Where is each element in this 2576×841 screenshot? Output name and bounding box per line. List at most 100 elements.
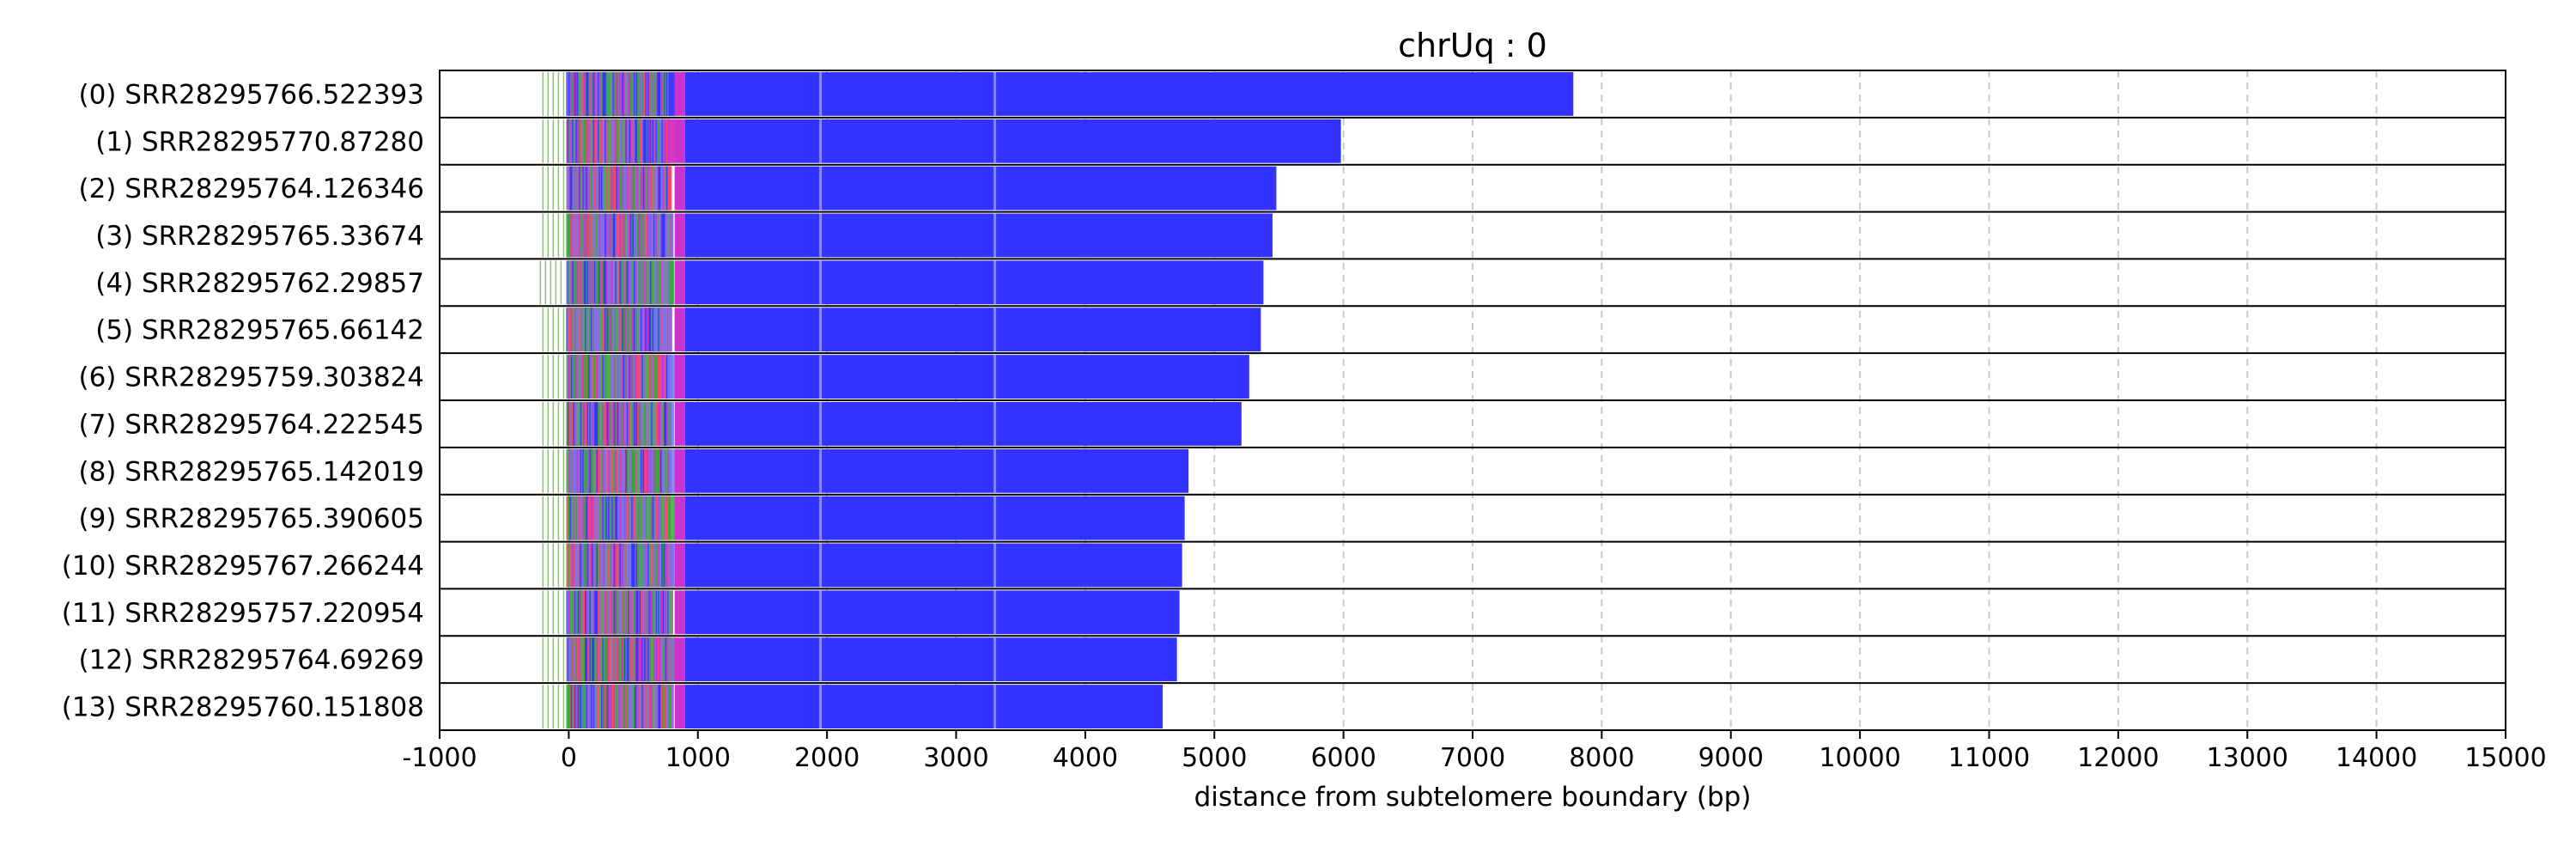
- motif-stripe: [586, 637, 588, 682]
- variant-repeat-block: [674, 355, 685, 399]
- row-label: (12) SRR28295764.69269: [78, 645, 424, 676]
- motif-stripe: [664, 308, 666, 352]
- motif-stripe: [665, 496, 669, 540]
- motif-stripe: [629, 402, 633, 446]
- variant-repeat-block: [674, 166, 685, 210]
- x-tick-label: 10000: [1819, 743, 1900, 773]
- x-tick-label: 11000: [1948, 743, 2030, 773]
- x-tick-label: 8000: [1569, 743, 1634, 773]
- variant-repeat-block: [674, 448, 685, 493]
- x-tick-label: 9000: [1698, 743, 1764, 773]
- motif-stripe: [626, 685, 629, 728]
- motif-stripe: [625, 213, 629, 258]
- variant-repeat-block: [674, 213, 685, 258]
- row-label: (10) SRR28295767.266244: [62, 551, 424, 582]
- motif-stripe: [652, 166, 654, 210]
- motif-stripe: [625, 685, 628, 728]
- motif-stripe: [668, 308, 672, 352]
- telomere-bar: [684, 260, 1264, 305]
- chart-title: chrUq : 0: [1398, 27, 1547, 64]
- motif-stripe: [629, 590, 631, 635]
- motif-stripe: [567, 119, 570, 163]
- x-tick-label: 2000: [794, 743, 860, 773]
- motif-stripe: [668, 496, 676, 540]
- motif-stripe: [668, 119, 676, 163]
- motif-stripe: [573, 637, 576, 682]
- telomere-bar: [684, 448, 1189, 493]
- variant-repeat-block: [674, 72, 685, 116]
- motif-stripe: [635, 119, 639, 163]
- motif-stripe: [603, 448, 606, 493]
- variant-repeat-block: [674, 308, 685, 352]
- row-label: (0) SRR28295766.522393: [78, 79, 424, 110]
- motif-stripe: [615, 260, 617, 305]
- motif-stripe: [653, 590, 656, 635]
- motif-stripe: [668, 72, 677, 116]
- motif-stripe: [647, 402, 650, 446]
- motif-stripe: [668, 685, 671, 728]
- x-tick-label: 5000: [1182, 743, 1247, 773]
- motif-stripe: [667, 402, 674, 446]
- x-tick-label: 1000: [665, 743, 731, 773]
- motif-stripe: [593, 448, 597, 493]
- motif-stripe: [598, 355, 601, 399]
- telomere-bar: [684, 308, 1261, 352]
- motif-stripe: [592, 213, 595, 258]
- motif-stripe: [568, 590, 571, 635]
- variant-repeat-block: [674, 119, 685, 163]
- motif-stripe: [635, 308, 638, 352]
- motif-stripe: [612, 72, 615, 116]
- motif-stripe: [632, 260, 635, 305]
- telomere-bar: [684, 685, 1163, 728]
- telomere-bar: [684, 590, 1180, 635]
- motif-stripe: [653, 308, 655, 352]
- telomere-bar: [684, 543, 1182, 588]
- telomere-bar: [684, 637, 1177, 682]
- motif-stripe: [605, 685, 608, 728]
- x-tick-label: 7000: [1440, 743, 1505, 773]
- motif-stripe: [605, 496, 607, 540]
- x-tick-label: 3000: [923, 743, 988, 773]
- motif-stripe: [641, 402, 644, 446]
- row-labels: (0) SRR28295766.522393 (1) SRR28295770.87…: [62, 79, 424, 722]
- motif-stripe: [635, 72, 638, 116]
- motif-stripe: [625, 496, 628, 540]
- x-tick-label: 14000: [2336, 743, 2417, 773]
- motif-stripe: [600, 496, 604, 540]
- motif-stripe: [572, 590, 574, 635]
- row-label: (2) SRR28295764.126346: [78, 174, 424, 204]
- row-label: (6) SRR28295759.303824: [78, 363, 424, 393]
- variant-repeat-block: [674, 637, 685, 682]
- row-label: (9) SRR28295765.390605: [78, 503, 424, 534]
- row-label: (13) SRR28295760.151808: [62, 692, 424, 723]
- motif-stripe: [641, 496, 644, 540]
- motif-stripe: [573, 260, 575, 305]
- motif-stripe: [579, 685, 581, 728]
- motif-stripe: [640, 355, 643, 399]
- motif-stripe: [667, 590, 670, 635]
- motif-stripe: [642, 119, 646, 163]
- row-label: (4) SRR28295762.29857: [95, 268, 424, 299]
- motif-stripe: [605, 448, 607, 493]
- motif-stripe: [635, 260, 637, 305]
- motif-stripe: [640, 166, 643, 210]
- telomere-bar: [684, 213, 1273, 258]
- motif-stripe: [654, 260, 657, 305]
- motif-stripe: [586, 685, 589, 728]
- motif-stripe: [577, 496, 580, 540]
- motif-stripe: [658, 260, 660, 305]
- motif-stripe: [668, 543, 675, 588]
- motif-stripe: [653, 72, 656, 116]
- motif-stripe: [664, 685, 666, 728]
- row-label: (8) SRR28295765.142019: [78, 456, 424, 487]
- motif-stripe: [640, 543, 643, 588]
- motif-stripe: [626, 213, 629, 258]
- motif-stripe: [648, 543, 651, 588]
- telomere-bar: [684, 402, 1242, 446]
- motif-stripe: [582, 448, 585, 493]
- motif-stripe: [603, 119, 605, 163]
- motif-stripe: [615, 590, 617, 635]
- motif-stripe: [618, 355, 621, 399]
- motif-stripe: [638, 402, 641, 446]
- motif-stripe: [573, 72, 576, 116]
